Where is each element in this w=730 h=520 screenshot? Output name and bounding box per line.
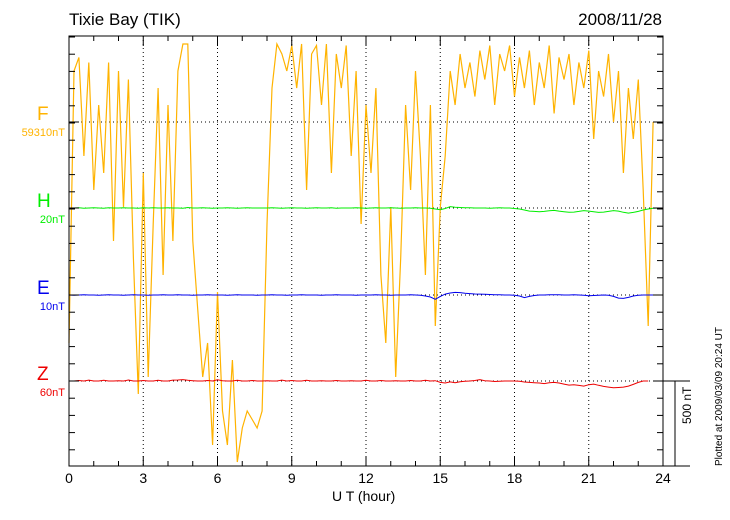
station-title: Tixie Bay (TIK) (69, 10, 181, 29)
x-tick-label: 12 (358, 470, 374, 486)
x-axis-label: U T (hour) (332, 488, 396, 504)
label-E: E (37, 278, 50, 299)
scale-F: 59310nT (21, 127, 65, 139)
x-tick-label: 9 (287, 470, 296, 486)
label-H: H (37, 191, 51, 212)
x-tick-label: 15 (432, 470, 449, 486)
series-line-Z (69, 379, 649, 389)
x-tick-label: 18 (506, 470, 523, 486)
series-line-E (68, 291, 663, 300)
scale-Z: 60nT (39, 387, 65, 399)
plot-date: 2008/11/28 (578, 10, 662, 29)
label-Z: Z (37, 364, 49, 385)
x-tick-label: 3 (139, 470, 148, 486)
series-line-H (69, 206, 663, 214)
x-tick-label: 0 (65, 470, 73, 486)
x-tick-label: 21 (580, 470, 597, 486)
series-line-F (68, 41, 654, 463)
scale-E: 10nT (39, 301, 65, 313)
label-F: F (37, 104, 49, 125)
x-tick-label: 6 (213, 470, 222, 486)
scale-H: 20nT (39, 214, 65, 226)
x-tick-label: 24 (655, 470, 671, 486)
